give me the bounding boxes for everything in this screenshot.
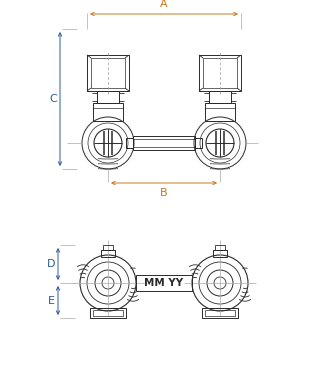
Bar xyxy=(87,55,129,91)
Bar xyxy=(205,103,235,121)
Bar xyxy=(205,310,235,316)
Bar xyxy=(199,55,241,91)
Bar xyxy=(126,138,133,148)
Bar xyxy=(101,250,115,257)
Text: A: A xyxy=(160,0,168,9)
Bar xyxy=(136,275,192,291)
Text: B: B xyxy=(160,188,168,198)
Bar xyxy=(209,91,231,103)
Text: E: E xyxy=(47,295,55,305)
Bar xyxy=(93,310,123,316)
Bar xyxy=(91,58,125,88)
Bar xyxy=(195,138,202,148)
Bar xyxy=(90,308,126,318)
Bar xyxy=(215,245,225,250)
Bar xyxy=(133,136,195,150)
Text: D: D xyxy=(47,259,55,269)
Bar xyxy=(213,250,227,257)
Bar xyxy=(202,308,238,318)
Bar xyxy=(203,58,237,88)
Bar xyxy=(97,91,119,103)
Bar xyxy=(93,103,123,121)
Text: MM YY: MM YY xyxy=(145,278,183,288)
Bar xyxy=(103,245,113,250)
Text: C: C xyxy=(49,94,57,104)
